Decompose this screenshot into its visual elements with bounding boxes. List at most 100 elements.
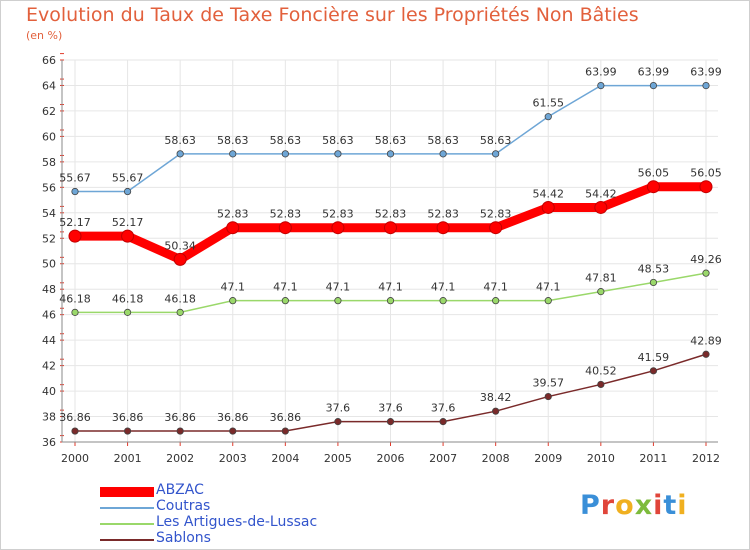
data-label-les-artigues-de-lussac-2000: 46.18 xyxy=(59,292,91,305)
data-point-coutras-2002 xyxy=(176,150,184,158)
data-label-coutras-2012: 63.99 xyxy=(690,66,722,79)
data-label-les-artigues-de-lussac-2006: 47.1 xyxy=(378,281,403,294)
data-point-abzac-2012 xyxy=(699,180,713,194)
legend-swatch-les-artigues-de-lussac xyxy=(100,523,154,525)
data-label-sablons-2011: 41.59 xyxy=(638,351,670,364)
data-label-les-artigues-de-lussac-2010: 47.81 xyxy=(585,272,617,285)
data-label-les-artigues-de-lussac-2011: 48.53 xyxy=(638,262,670,275)
legend-label-sablons: Sablons xyxy=(156,530,211,546)
data-label-abzac-2004: 52.83 xyxy=(270,208,302,221)
y-tick-label-54: 54 xyxy=(42,207,56,220)
data-label-les-artigues-de-lussac-2003: 47.1 xyxy=(221,281,246,294)
series-group xyxy=(68,81,713,435)
legend-label-coutras: Coutras xyxy=(156,498,211,514)
chart-title: Evolution du Taux de Taxe Foncière sur l… xyxy=(26,4,639,26)
data-point-abzac-2001 xyxy=(121,229,135,243)
data-label-coutras-2011: 63.99 xyxy=(638,66,670,79)
data-label-abzac-2010: 54.42 xyxy=(585,187,617,200)
y-tick-label-64: 64 xyxy=(42,79,56,92)
data-point-coutras-2011 xyxy=(649,81,658,90)
y-tick-label-52: 52 xyxy=(42,232,56,245)
data-point-coutras-2004 xyxy=(281,150,289,158)
data-point-coutras-2009 xyxy=(544,113,552,121)
data-point-les-artigues-de-lussac-2000 xyxy=(71,308,79,316)
data-point-sablons-2004 xyxy=(281,427,289,435)
data-point-coutras-2012 xyxy=(702,81,710,90)
data-label-coutras-2001: 55.67 xyxy=(112,172,144,185)
data-label-sablons-2005: 37.6 xyxy=(326,402,351,415)
data-label-abzac-2000: 52.17 xyxy=(59,216,91,229)
data-point-abzac-2006 xyxy=(384,221,397,235)
data-point-les-artigues-de-lussac-2011 xyxy=(649,278,658,287)
y-tick-label-46: 46 xyxy=(42,309,56,322)
x-tick-label-2006: 2006 xyxy=(377,452,405,465)
data-label-sablons-2009: 39.57 xyxy=(533,377,565,390)
grid-lines xyxy=(62,59,718,443)
y-tick-label-62: 62 xyxy=(42,105,56,118)
data-label-sablons-2007: 37.6 xyxy=(431,402,456,415)
logo-letter: i xyxy=(653,490,664,521)
data-point-abzac-2008 xyxy=(489,221,503,235)
data-label-coutras-2003: 58.63 xyxy=(217,134,249,147)
data-label-sablons-2012: 42.89 xyxy=(690,334,722,347)
data-point-sablons-2006 xyxy=(386,418,395,426)
data-point-coutras-2001 xyxy=(123,187,132,196)
data-label-sablons-2000: 36.86 xyxy=(59,411,91,424)
data-point-abzac-2004 xyxy=(278,221,292,235)
data-label-sablons-2001: 36.86 xyxy=(112,411,144,424)
legend-swatch-sablons xyxy=(100,539,154,541)
data-label-abzac-2009: 54.42 xyxy=(533,187,565,200)
data-point-coutras-2003 xyxy=(229,150,237,158)
data-label-sablons-2010: 40.52 xyxy=(585,364,617,377)
logo-letter: o xyxy=(615,490,635,521)
data-label-les-artigues-de-lussac-2004: 47.1 xyxy=(273,281,298,294)
data-point-sablons-2012 xyxy=(702,350,710,358)
x-tick-label-2000: 2000 xyxy=(61,452,89,465)
data-label-abzac-2012: 56.05 xyxy=(690,167,722,180)
logo-letter: r xyxy=(600,490,616,521)
data-label-abzac-2002: 50.34 xyxy=(164,239,196,252)
x-tick-label-2008: 2008 xyxy=(482,452,510,465)
data-label-abzac-2007: 52.83 xyxy=(427,208,459,221)
data-point-les-artigues-de-lussac-2002 xyxy=(176,308,184,316)
data-point-les-artigues-de-lussac-2012 xyxy=(702,269,710,277)
data-point-les-artigues-de-lussac-2004 xyxy=(281,297,289,305)
data-point-sablons-2007 xyxy=(439,418,447,426)
data-label-coutras-2000: 55.67 xyxy=(59,172,91,185)
x-tick-label-2009: 2009 xyxy=(534,452,562,465)
x-tick-label-2004: 2004 xyxy=(271,452,299,465)
logo-letter: P xyxy=(580,490,601,521)
data-point-coutras-2006 xyxy=(386,150,395,158)
axes: 36 38 40 42 44 46 48 50 52 54 56 58 60 62 64 66 2000 2001… xyxy=(42,53,720,465)
data-point-les-artigues-de-lussac-2009 xyxy=(544,297,552,305)
data-label-abzac-2005: 52.83 xyxy=(322,208,354,221)
data-point-sablons-2002 xyxy=(176,427,184,435)
legend-label-abzac: ABZAC xyxy=(156,482,204,498)
data-point-abzac-2000 xyxy=(68,229,82,243)
data-point-les-artigues-de-lussac-2005 xyxy=(334,297,342,305)
y-tick-label-58: 58 xyxy=(42,156,56,169)
logo-letter: t xyxy=(663,490,678,521)
x-tick-label-2003: 2003 xyxy=(219,452,247,465)
data-point-les-artigues-de-lussac-2010 xyxy=(597,288,605,296)
data-label-sablons-2002: 36.86 xyxy=(164,411,196,424)
data-point-sablons-2008 xyxy=(492,407,500,415)
data-label-coutras-2007: 58.63 xyxy=(427,134,459,147)
data-point-sablons-2001 xyxy=(123,427,132,435)
data-label-sablons-2008: 38.42 xyxy=(480,391,512,404)
data-point-les-artigues-de-lussac-2007 xyxy=(439,297,447,305)
proxiti-logo: Proxiti xyxy=(580,490,688,521)
data-label-sablons-2004: 36.86 xyxy=(270,411,302,424)
data-label-abzac-2001: 52.17 xyxy=(112,216,144,229)
y-tick-label-42: 42 xyxy=(42,360,56,373)
data-point-sablons-2009 xyxy=(544,392,552,401)
y-tick-label-44: 44 xyxy=(42,334,56,347)
data-label-les-artigues-de-lussac-2005: 47.1 xyxy=(326,281,351,294)
data-label-coutras-2006: 58.63 xyxy=(375,134,407,147)
x-tick-label-2010: 2010 xyxy=(587,452,615,465)
data-point-abzac-2005 xyxy=(331,221,345,235)
data-label-les-artigues-de-lussac-2008: 47.1 xyxy=(483,281,508,294)
data-label-coutras-2010: 63.99 xyxy=(585,66,617,79)
data-point-coutras-2010 xyxy=(597,81,605,90)
legend-label-les-artigues-de-lussac: Les Artigues-de-Lussac xyxy=(156,514,318,530)
